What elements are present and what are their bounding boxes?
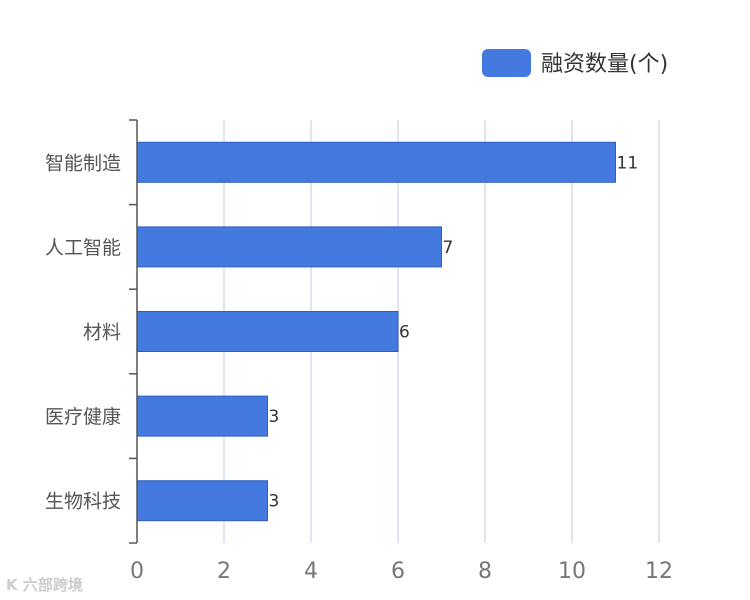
bar-value-label: 6 xyxy=(399,323,410,343)
y-category-label: 生物科技 xyxy=(45,491,121,513)
labels: 0 2 4 6 8 10 12 智能制造 11 人工智能 7 材料 6 医疗健康 3 生物科技 3 xyxy=(45,152,673,584)
bar[interactable] xyxy=(136,226,442,268)
bar[interactable] xyxy=(136,395,268,437)
y-category-label: 材料 xyxy=(83,322,121,344)
x-tick-label: 8 xyxy=(478,559,492,584)
bar[interactable] xyxy=(136,480,268,522)
watermark: K 六部跨境 xyxy=(6,576,83,594)
y-category-label: 智能制造 xyxy=(45,152,121,174)
legend-label: 融资数量(个) xyxy=(541,52,668,77)
legend-swatch xyxy=(482,49,531,77)
bars xyxy=(136,141,616,522)
bar[interactable] xyxy=(136,311,399,352)
bar[interactable] xyxy=(136,141,616,183)
legend[interactable]: 融资数量(个) xyxy=(482,49,668,77)
watermark-logo: K 六部跨境 xyxy=(6,576,83,594)
bar-value-label: 3 xyxy=(269,407,280,427)
bar-value-label: 7 xyxy=(443,238,454,258)
bar-value-label: 11 xyxy=(617,153,639,173)
x-tick-label: 2 xyxy=(217,559,231,584)
x-tick-label: 0 xyxy=(130,559,144,584)
x-tick-label: 12 xyxy=(645,559,673,584)
x-tick-label: 10 xyxy=(558,559,586,584)
x-tick-label: 4 xyxy=(304,559,318,584)
y-category-label: 医疗健康 xyxy=(45,406,121,428)
x-tick-label: 6 xyxy=(391,559,405,584)
y-category-label: 人工智能 xyxy=(45,237,121,259)
bar-value-label: 3 xyxy=(269,492,280,512)
y-axis xyxy=(129,119,138,544)
